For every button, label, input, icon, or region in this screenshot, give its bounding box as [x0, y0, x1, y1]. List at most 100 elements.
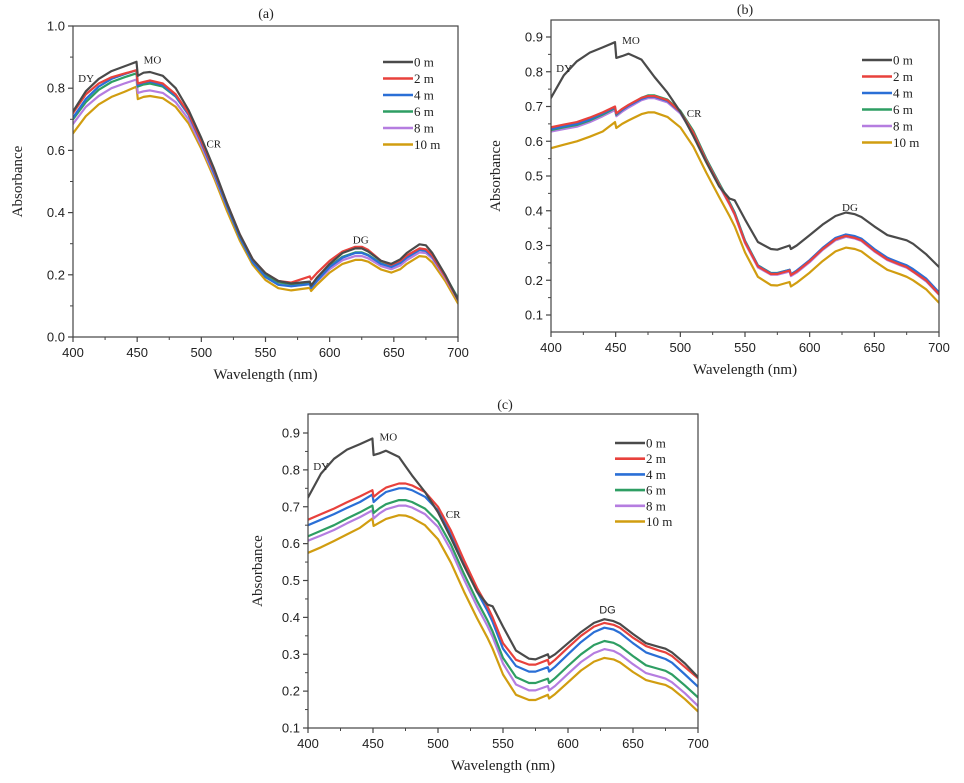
y-tick-label: 0.2: [525, 273, 543, 288]
legend-label: 0 m: [893, 53, 913, 68]
y-tick-label: 0.0: [47, 330, 65, 345]
x-axis-title: Wavelength (nm): [213, 367, 317, 383]
y-tick-label: 0.7: [525, 99, 543, 114]
annotation-dg: DG: [842, 202, 858, 214]
annotation-mo: MO: [144, 54, 162, 66]
y-tick-label: 0.8: [282, 462, 300, 477]
y-tick-label: 0.3: [525, 238, 543, 253]
annotation-mo: MO: [622, 35, 640, 47]
y-tick-label: 0.8: [47, 81, 65, 96]
panel-title: (b): [737, 3, 754, 18]
x-tick-label: 500: [427, 736, 449, 751]
series-line-10m: [551, 111, 939, 304]
legend-label: 4 m: [646, 467, 666, 482]
panel-title: (c): [497, 398, 513, 413]
x-tick-label: 450: [605, 340, 627, 355]
y-tick-label: 0.7: [282, 499, 300, 514]
y-axis-title: Absorbance: [10, 145, 26, 217]
y-tick-label: 0.4: [525, 203, 543, 218]
x-tick-label: 550: [492, 736, 514, 751]
plot-frame: [307, 413, 699, 729]
legend-label: 4 m: [893, 86, 913, 101]
annotation-mo: MO: [380, 431, 398, 443]
x-tick-label: 650: [863, 340, 885, 355]
annotation-cr: CR: [687, 108, 702, 120]
y-tick-label: 0.9: [282, 426, 300, 441]
x-tick-label: 650: [383, 345, 405, 360]
annotation-cr: CR: [206, 138, 221, 150]
legend-label: 10 m: [893, 135, 919, 150]
legend-label: 2 m: [646, 451, 666, 466]
annotation-dg: DG: [353, 235, 369, 247]
x-tick-label: 700: [928, 340, 950, 355]
series-line-0m: [308, 437, 698, 679]
legend-label: 6 m: [893, 102, 913, 117]
y-tick-label: 1.0: [47, 19, 65, 34]
y-tick-label: 0.6: [47, 143, 65, 158]
x-tick-label: 400: [297, 736, 319, 751]
y-tick-label: 0.8: [525, 64, 543, 79]
legend-label: 0 m: [414, 55, 434, 70]
y-tick-label: 0.2: [282, 684, 300, 699]
series-line-2m: [308, 482, 698, 680]
series-line-8m: [308, 504, 698, 707]
x-tick-label: 600: [319, 345, 341, 360]
y-tick-label: 0.1: [282, 721, 300, 736]
x-axis-title: Wavelength (nm): [451, 758, 555, 774]
series-line-4m: [308, 487, 698, 688]
annotation-cr: CR: [446, 509, 461, 521]
legend-label: 4 m: [414, 88, 434, 103]
x-axis-title: Wavelength (nm): [693, 362, 797, 378]
y-axis-title: Absorbance: [488, 140, 504, 212]
panel-title: (a): [258, 7, 274, 22]
x-tick-label: 600: [799, 340, 821, 355]
x-tick-label: 400: [62, 345, 84, 360]
series-group: [308, 437, 698, 713]
annotation-dy: DY: [556, 63, 572, 75]
series-line-4m: [73, 69, 458, 301]
series-group: [73, 60, 458, 305]
series-line-0m: [551, 41, 939, 269]
legend-label: 8 m: [893, 119, 913, 134]
y-axis-title: Absorbance: [250, 535, 266, 607]
x-tick-label: 450: [126, 345, 148, 360]
plot-frame: [550, 19, 940, 333]
x-tick-label: 500: [190, 345, 212, 360]
legend-label: 2 m: [414, 71, 434, 86]
legend-label: 8 m: [414, 121, 434, 136]
series-line-10m: [73, 85, 458, 305]
y-tick-label: 0.5: [282, 573, 300, 588]
legend: 0 m2 m4 m6 m8 m10 m: [615, 436, 672, 529]
y-tick-label: 0.2: [47, 267, 65, 282]
panel-b: (b) 400 450 500 550 600 650 700 0.1 0.2 0.3 0.4 0.5 0…: [488, 3, 950, 378]
x-tick-label: 700: [447, 345, 469, 360]
series-line-2m: [551, 95, 939, 296]
y-tick-label: 0.4: [47, 205, 65, 220]
y-tick-label: 0.5: [525, 169, 543, 184]
x-tick-label: 600: [557, 736, 579, 751]
x-tick-label: 700: [687, 736, 709, 751]
legend: 0 m2 m 4 m6 m 8 m10 m: [383, 55, 440, 152]
panel-c: (c) 400 450 500 550 600 650 700 0.1 0.2 0.3 0.4 0.5 0…: [250, 398, 709, 774]
legend-label: 10 m: [414, 137, 440, 152]
y-tick-label: 0.3: [282, 647, 300, 662]
annotation-dy: DY: [78, 73, 94, 85]
legend-label: 6 m: [646, 483, 666, 498]
y-tick-label: 0.4: [282, 610, 300, 625]
legend: 0 m2 m 4 m6 m 8 m10 m: [862, 53, 919, 150]
y-tick-label: 0.6: [525, 134, 543, 149]
legend-label: 2 m: [893, 69, 913, 84]
x-tick-label: 650: [622, 736, 644, 751]
annotation-dy: DY: [313, 461, 329, 473]
series-line-10m: [308, 514, 698, 713]
legend-label: 0 m: [646, 436, 666, 451]
panel-a: (a) 400 450 500 550 600 650 700 0.0 0.2 0.4 0.6 0.8 1…: [10, 7, 469, 383]
series-line-6m: [308, 499, 698, 699]
x-tick-label: 550: [734, 340, 756, 355]
y-tick-label: 0.9: [525, 30, 543, 45]
y-tick-label: 0.6: [282, 536, 300, 551]
series-line-0m: [73, 60, 458, 301]
series-group: [551, 41, 939, 304]
legend-label: 6 m: [414, 104, 434, 119]
